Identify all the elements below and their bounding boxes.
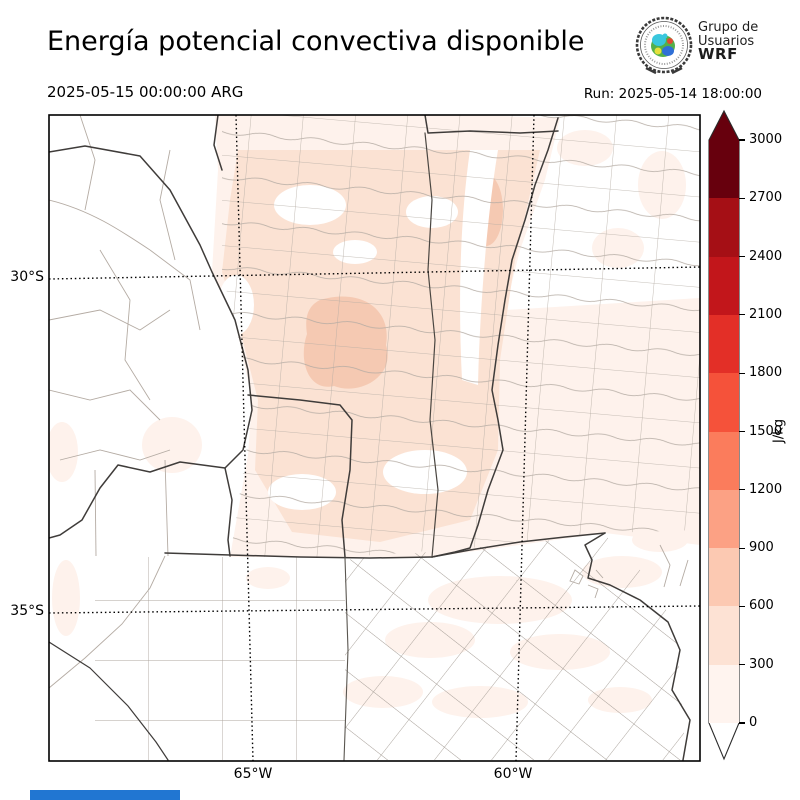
page-title: Energía potencial convectiva disponible bbox=[47, 26, 585, 57]
logo-line-1: Grupo de bbox=[698, 20, 759, 35]
valid-time-label: 2025-05-15 00:00:00 ARG bbox=[47, 83, 244, 101]
run-time-label: Run: 2025-05-14 18:00:00 bbox=[583, 86, 762, 102]
province-boundaries bbox=[49, 115, 691, 761]
lon-tick-60w: 60°W bbox=[493, 766, 533, 782]
wrf-globe-logo-icon bbox=[635, 16, 693, 75]
logo-text: Grupo de Usuarios WRF bbox=[698, 21, 758, 62]
colorbar-segments bbox=[709, 139, 739, 723]
bottom-blue-bar bbox=[30, 790, 180, 800]
lat-tick-30s: 30°S bbox=[10, 269, 44, 285]
colorbar-under-arrow bbox=[709, 723, 739, 759]
colorbar-ticks: 0 300 600 900 1200 1500 1800 2100 2400 2700 3000 bbox=[739, 132, 799, 730]
logo-line-3: WRF bbox=[698, 45, 738, 63]
colorbar-over-arrow bbox=[709, 111, 739, 140]
lat-tick-35s: 35°S bbox=[10, 603, 44, 619]
graticule-lines bbox=[49, 115, 700, 761]
department-boundaries bbox=[49, 115, 700, 760]
map-frame bbox=[48, 114, 701, 762]
colorbar-unit-label: J/kg bbox=[771, 419, 787, 443]
logo-line-2: Usuarios bbox=[698, 33, 755, 49]
lon-tick-65w: 65°W bbox=[233, 766, 273, 782]
